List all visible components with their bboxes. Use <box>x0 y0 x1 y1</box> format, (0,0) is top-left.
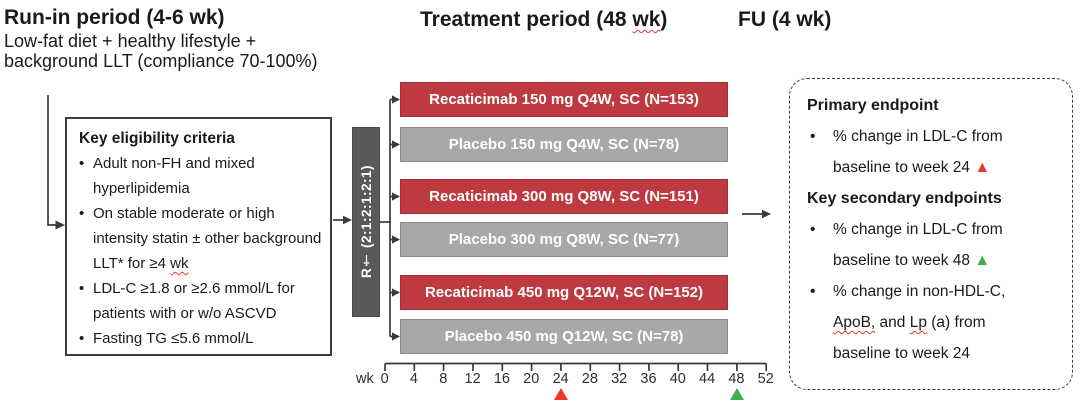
week24-primary-marker-icon <box>554 388 568 400</box>
tick-label: 44 <box>699 371 716 387</box>
secondary-endpoints-title: Key secondary endpoints <box>807 190 1002 207</box>
tick-label: 12 <box>464 371 481 387</box>
randomization-bar: R† (2:1:2:1:2:1) <box>352 127 380 317</box>
tick-label: 48 <box>728 371 745 387</box>
runin-period-title: Run-in period (4-6 wk) <box>4 6 225 29</box>
tick-label: 32 <box>611 371 628 387</box>
treatment-wk-misspell: wk <box>632 8 661 31</box>
tick-label: 4 <box>409 371 418 387</box>
tick-label: 36 <box>640 371 657 387</box>
arm-bar-placebo-450: Placebo 450 mg Q12W, SC (N=78) <box>400 319 728 354</box>
eligibility-bullet-statin: • On stable moderate or high intensity s… <box>79 201 322 276</box>
tick-label: 24 <box>552 371 569 387</box>
runin-subtitle-line1: Low-fat diet + healthy lifestyle + <box>4 31 257 51</box>
randomization-ratio-label: R† (2:1:2:1:2:1) <box>358 165 374 279</box>
lp-misspell: Lp <box>909 314 927 331</box>
fu-period-title: FU (4 wk) <box>738 8 832 31</box>
bullet-icon: • <box>79 155 85 172</box>
eligibility-criteria-box: Key eligibility criteria • Adult non-FH … <box>65 117 332 356</box>
primary-endpoint-bullet: • % change in LDL-C from baseline to wee… <box>807 121 1058 183</box>
tick-label: 8 <box>439 371 448 387</box>
bullet-icon: • <box>810 283 816 300</box>
week-axis-unit-label: wk <box>356 371 374 387</box>
wk-misspell: wk <box>170 255 189 272</box>
apob-misspell: ApoB, <box>833 314 876 331</box>
endpoints-box: Primary endpoint • % change in LDL-C fro… <box>789 78 1073 390</box>
tick-label: 52 <box>757 371 774 387</box>
arm-bar-placebo-150: Placebo 150 mg Q4W, SC (N=78) <box>400 127 728 162</box>
eligibility-bullet-nonfh: • Adult non-FH and mixed hyperlipidemia <box>79 151 322 201</box>
eligibility-bullet-ldlc: • LDL-C ≥1.8 or ≥2.6 mmol/L for patients… <box>79 276 322 326</box>
red-triangle-icon: ▲ <box>974 159 991 176</box>
bullet-icon: • <box>79 280 85 297</box>
week-axis <box>384 362 768 371</box>
runin-elbow-connector <box>47 95 56 226</box>
arm-bar-recaticimab-300: Recaticimab 300 mg Q8W, SC (N=151) <box>400 179 728 214</box>
green-triangle-icon: ▲ <box>974 252 991 269</box>
arm-bar-placebo-300: Placebo 300 mg Q8W, SC (N=77) <box>400 222 728 257</box>
eligibility-bullet-tg: • Fasting TG ≤5.6 mmol/L <box>79 326 322 351</box>
treatment-period-title: Treatment period (48 wk) <box>420 8 668 31</box>
secondary-endpoint-bullet-ldlc48: • % change in LDL-C from baseline to wee… <box>807 214 1058 276</box>
eligibility-title: Key eligibility criteria <box>79 130 235 147</box>
tick-label: 16 <box>493 371 510 387</box>
tick-label: 28 <box>581 371 598 387</box>
tick-label: 20 <box>523 371 540 387</box>
bullet-icon: • <box>79 330 85 347</box>
arm-bar-recaticimab-150: Recaticimab 150 mg Q4W, SC (N=153) <box>400 82 728 117</box>
week-axis-tick-labels: 0 4 8 12 16 20 24 28 32 36 40 44 48 52 <box>370 371 780 387</box>
primary-endpoint-title: Primary endpoint <box>807 97 939 114</box>
bullet-icon: • <box>79 205 85 222</box>
tick-label: 40 <box>669 371 686 387</box>
secondary-endpoint-bullet-lipids: • % change in non-HDL-C, ApoB, and Lp (a… <box>807 276 1058 369</box>
runin-subtitle-line2: background LLT (compliance 70-100%) <box>4 51 318 71</box>
arm-bar-recaticimab-450: Recaticimab 450 mg Q12W, SC (N=152) <box>400 275 728 310</box>
tick-label: 0 <box>380 371 389 387</box>
bullet-icon: • <box>810 221 816 238</box>
week48-secondary-marker-icon <box>730 388 744 400</box>
bullet-icon: • <box>810 128 816 145</box>
